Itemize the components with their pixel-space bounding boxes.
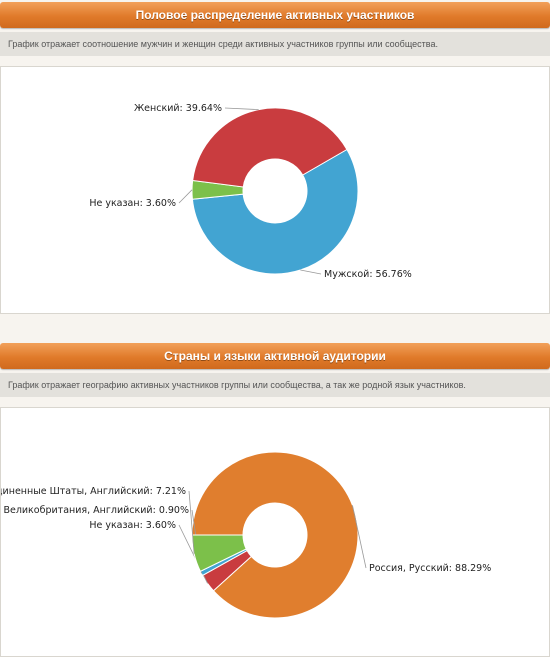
slice-соединенные-штаты-английский[interactable] [191,534,247,572]
gender-section-description: График отражает соотношение мужчин и жен… [0,32,550,56]
gender-donut-chart: Мужской: 56.76% Не указан: 3.60% Женский: … [89,103,412,280]
geo-section-header: Страны и языки активной аудитории [0,343,550,369]
slice-label-россия-русский: Россия, Русский: 88.29% [369,563,491,574]
geo-section-description: График отражает географию активных участ… [0,373,550,397]
slice-label-соединенные-штаты-английский: Соединенные Штаты, Английский: 7.21% [1,486,186,497]
geo-chart-panel: Россия, Русский: 88.29% Не указан: 3.60% В… [0,407,550,657]
gender-section-header: Половое распределение активных участнико… [0,2,550,28]
leader-line-женский [224,107,259,111]
geo-donut-chart: Россия, Русский: 88.29% Не указан: 3.60% В… [1,451,491,619]
slice-label-великобритания-английский: Великобритания, Английский: 0.90% [3,505,189,516]
leader-line-соединенные-штаты-английский [188,490,195,554]
leader-line-не-указан [178,189,193,204]
slice-label-не-указан: Не указан: 3.60% [89,520,176,531]
slice-label-женский: Женский: 39.64% [134,103,222,114]
slice-россия-русский[interactable] [191,451,359,619]
slice-женский[interactable] [192,107,348,188]
leader-line-россия-русский [352,505,367,569]
slice-label-не-указан: Не указан: 3.60% [89,198,176,209]
leader-line-мужской [300,269,322,275]
slice-label-мужской: Мужской: 56.76% [324,269,412,280]
gender-chart-panel: Мужской: 56.76% Не указан: 3.60% Женский: … [0,66,550,314]
slice-мужской[interactable] [191,148,359,275]
